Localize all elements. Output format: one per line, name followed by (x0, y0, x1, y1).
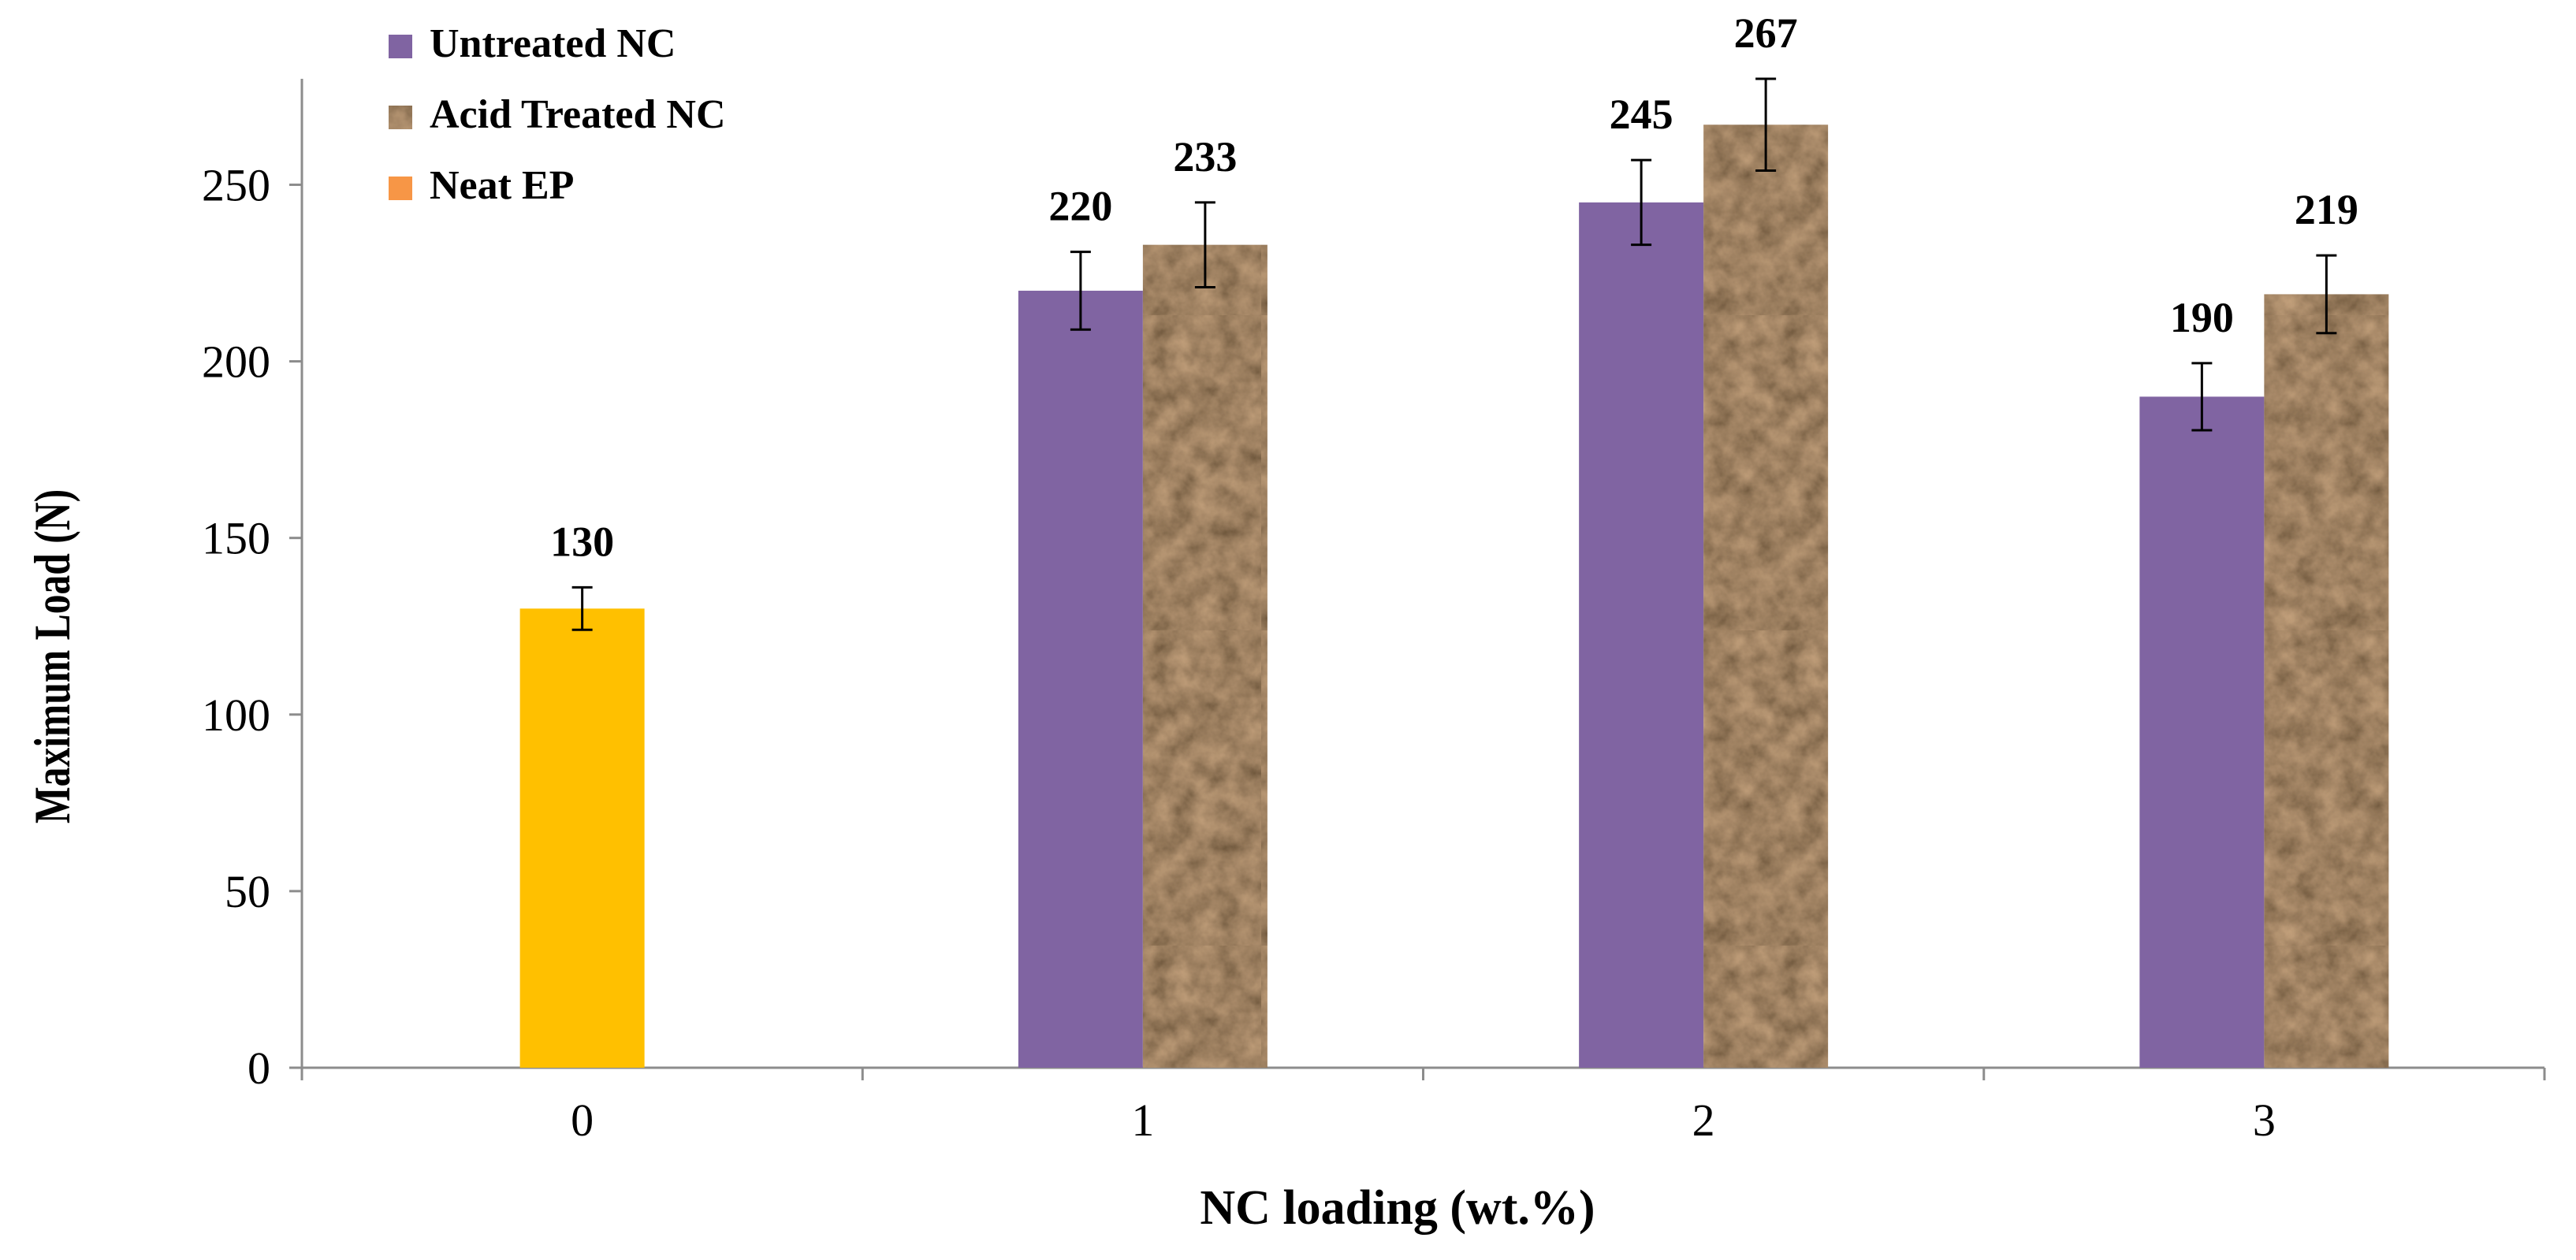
legend-swatch (389, 177, 412, 200)
x-tick-label: 0 (571, 1095, 594, 1146)
bars-layer (519, 77, 2389, 1069)
y-tick-label: 150 (202, 513, 270, 564)
bar-untreated-nc (1579, 202, 1704, 1068)
legend-swatch (389, 35, 412, 58)
legend-label: Neat EP (430, 163, 574, 208)
y-tick-label: 250 (202, 159, 270, 210)
data-label: 219 (2295, 186, 2358, 233)
y-axis-title: Maximum Load (N) (24, 489, 81, 823)
data-label: 130 (550, 518, 614, 565)
y-tick-label: 200 (202, 336, 270, 388)
bar-acid-treated-nc (2264, 294, 2389, 1068)
bar-acid-treated-nc (1703, 125, 1829, 1069)
data-label: 190 (2170, 294, 2234, 341)
data-label: 220 (1048, 183, 1112, 230)
x-tick-label: 1 (1131, 1095, 1154, 1146)
legend: Untreated NC Acid Treated NC Neat EP (389, 21, 726, 208)
data-label: 245 (1610, 91, 1673, 138)
bar-untreated-nc (1018, 290, 1143, 1068)
x-tick-label: 2 (1692, 1095, 1715, 1146)
data-label: 233 (1173, 133, 1237, 180)
legend-swatch (389, 106, 412, 129)
y-tick-label: 50 (225, 866, 270, 917)
bar-acid-treated-nc (1142, 244, 1268, 1069)
data-label: 267 (1734, 9, 1798, 57)
legend-label: Untreated NC (430, 21, 676, 66)
x-tick-label: 3 (2253, 1095, 2276, 1146)
bar-neat-ep (519, 608, 645, 1068)
axes-layer: 0 50 100 150 200 250 0 1 2 3 (202, 79, 2546, 1146)
y-tick-label: 0 (248, 1043, 270, 1094)
x-axis-title: NC loading (wt.%) (1200, 1181, 1595, 1235)
labels-layer: 130 220 233 245 267 190 219 (550, 9, 2358, 565)
bar-untreated-nc (2139, 396, 2265, 1069)
legend-label: Acid Treated NC (430, 92, 726, 137)
y-tick-label: 100 (202, 689, 270, 741)
